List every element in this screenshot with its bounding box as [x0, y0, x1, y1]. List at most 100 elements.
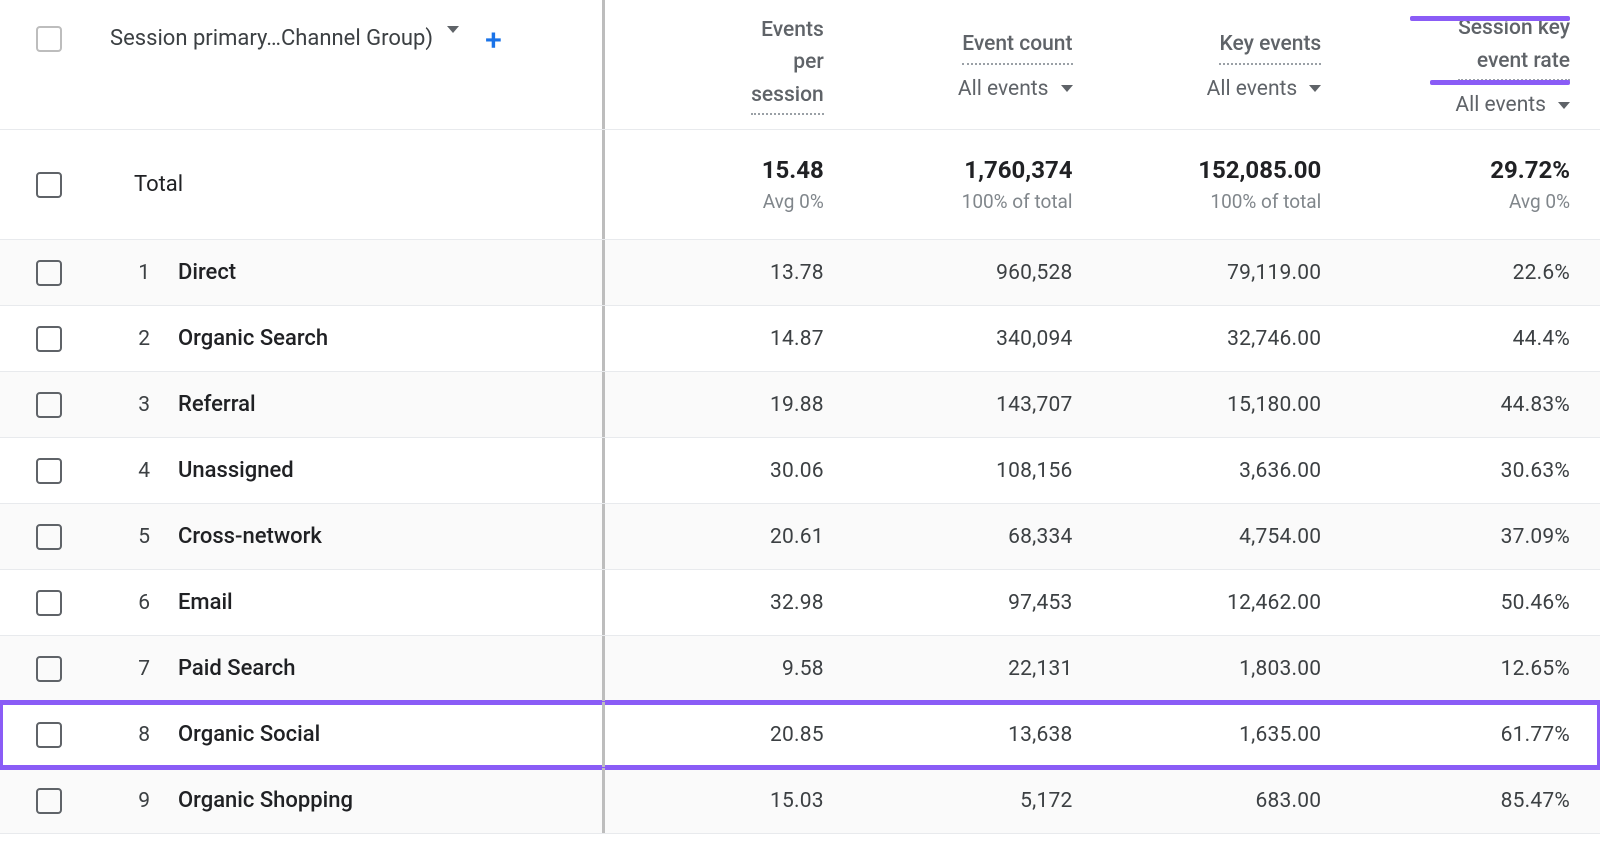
metric-cell: 13,638 — [854, 702, 1103, 767]
row-checkbox[interactable] — [36, 260, 62, 286]
table-row[interactable]: 6 Email 32.9897,45312,462.0050.46% — [0, 570, 1600, 636]
row-rank: 7 — [110, 657, 150, 681]
col-header-key-events[interactable]: Key events All events — [1103, 0, 1352, 129]
row-rank: 9 — [110, 789, 150, 813]
table-row[interactable]: 2 Organic Search 14.87340,09432,746.0044.4… — [0, 306, 1600, 372]
dimension-header-cell: Session primary…Channel Group) + — [0, 0, 605, 129]
row-channel-name[interactable]: Organic Shopping — [178, 788, 353, 813]
row-channel-name[interactable]: Direct — [178, 260, 236, 285]
table-row[interactable]: 3 Referral 19.88143,70715,180.0044.83% — [0, 372, 1600, 438]
row-checkbox[interactable] — [36, 326, 62, 352]
row-rank: 8 — [110, 723, 150, 747]
row-rank: 3 — [110, 393, 150, 417]
table-row[interactable]: 1Direct13.78960,52879,119.0022.6% — [0, 240, 1600, 306]
col-header-event-count[interactable]: Event count All events — [854, 0, 1103, 129]
total-cell: 152,085.00 100% of total — [1103, 130, 1352, 239]
table-row[interactable]: 5 Cross-network 20.6168,3344,754.0037.09% — [0, 504, 1600, 570]
metric-cell: 143,707 — [854, 372, 1103, 437]
col-header-events-per-session[interactable]: Events per session — [605, 0, 854, 129]
event-scope-selector[interactable]: All events — [1455, 93, 1570, 117]
metric-cell: 15,180.00 — [1103, 372, 1352, 437]
metric-cell: 22,131 — [854, 636, 1103, 701]
dimension-label[interactable]: Session primary…Channel Group) — [110, 26, 433, 51]
row-checkbox[interactable] — [36, 788, 62, 814]
event-scope-selector[interactable]: All events — [958, 77, 1073, 101]
row-channel-name[interactable]: Organic Social — [178, 722, 320, 747]
table-row[interactable]: 8 Organic Social 20.8513,6381,635.0061.77% — [0, 702, 1600, 768]
row-checkbox[interactable] — [36, 722, 62, 748]
metric-cell: 13.78 — [605, 240, 854, 305]
row-rank: 4 — [110, 459, 150, 483]
row-checkbox[interactable] — [36, 458, 62, 484]
col-title-line: Event count — [962, 28, 1072, 65]
metric-cell: 32.98 — [605, 570, 854, 635]
metric-cell: 37.09% — [1351, 504, 1600, 569]
col-title-line: event rate — [1477, 49, 1570, 73]
chevron-down-icon[interactable] — [447, 26, 459, 33]
metric-cell: 12.65% — [1351, 636, 1600, 701]
select-total-checkbox[interactable] — [36, 172, 62, 198]
col-title-line: Key events — [1219, 28, 1321, 65]
metric-cell: 44.83% — [1351, 372, 1600, 437]
metric-cell: 97,453 — [854, 570, 1103, 635]
metric-cell: 20.61 — [605, 504, 854, 569]
metric-cell: 108,156 — [854, 438, 1103, 503]
row-checkbox[interactable] — [36, 524, 62, 550]
total-cell: 1,760,374 100% of total — [854, 130, 1103, 239]
metric-cell: 14.87 — [605, 306, 854, 371]
metric-cell: 68,334 — [854, 504, 1103, 569]
metric-cell: 32,746.00 — [1103, 306, 1352, 371]
metric-cell: 20.85 — [605, 702, 854, 767]
chevron-down-icon — [1309, 85, 1321, 92]
table-row[interactable]: 9Organic Shopping15.035,172683.0085.47% — [0, 768, 1600, 834]
metric-cell: 9.58 — [605, 636, 854, 701]
metric-cell: 61.77% — [1351, 702, 1600, 767]
metric-cell: 12,462.00 — [1103, 570, 1352, 635]
metric-cell: 1,635.00 — [1103, 702, 1352, 767]
event-scope-selector[interactable]: All events — [1207, 77, 1322, 101]
metric-cell: 340,094 — [854, 306, 1103, 371]
metric-cell: 30.06 — [605, 438, 854, 503]
chevron-down-icon — [1061, 85, 1073, 92]
row-checkbox[interactable] — [36, 392, 62, 418]
row-channel-name[interactable]: Email — [178, 590, 233, 615]
col-title-line: session — [751, 83, 824, 107]
totals-label: Total — [134, 172, 183, 197]
add-dimension-button[interactable]: + — [485, 26, 502, 56]
metric-cell: 683.00 — [1103, 768, 1352, 833]
row-checkbox[interactable] — [36, 590, 62, 616]
metric-cell: 44.4% — [1351, 306, 1600, 371]
row-channel-name[interactable]: Referral — [178, 392, 256, 417]
table-row[interactable]: 4 Unassigned 30.06108,1563,636.0030.63% — [0, 438, 1600, 504]
metric-cell: 30.63% — [1351, 438, 1600, 503]
metric-cell: 3,636.00 — [1103, 438, 1352, 503]
metric-cell: 5,172 — [854, 768, 1103, 833]
total-cell: 29.72% Avg 0% — [1351, 130, 1600, 239]
row-channel-name[interactable]: Unassigned — [178, 458, 294, 483]
table-row[interactable]: 7 Paid Search 9.5822,1311,803.0012.65% — [0, 636, 1600, 702]
col-header-session-key-event-rate[interactable]: Session key event rate All events — [1351, 0, 1600, 129]
col-title-line: Session key — [1458, 16, 1570, 40]
col-title-line: Events — [761, 18, 824, 42]
metric-cell: 50.46% — [1351, 570, 1600, 635]
row-rank: 2 — [110, 327, 150, 351]
row-checkbox[interactable] — [36, 656, 62, 682]
metric-headers: Events per session Event count All event… — [605, 0, 1600, 129]
metric-cell: 4,754.00 — [1103, 504, 1352, 569]
metric-cell: 15.03 — [605, 768, 854, 833]
chevron-down-icon — [1558, 102, 1570, 109]
row-rank: 6 — [110, 591, 150, 615]
totals-row: Total 15.48 Avg 0% 1,760,374 100% of tot… — [0, 130, 1600, 240]
table-header-row: Session primary…Channel Group) + Events … — [0, 0, 1600, 130]
row-channel-name[interactable]: Paid Search — [178, 656, 296, 681]
total-cell: 15.48 Avg 0% — [605, 130, 854, 239]
metric-cell: 19.88 — [605, 372, 854, 437]
row-channel-name[interactable]: Organic Search — [178, 326, 328, 351]
metric-cell: 960,528 — [854, 240, 1103, 305]
row-channel-name[interactable]: Cross-network — [178, 524, 322, 549]
row-rank: 5 — [110, 525, 150, 549]
metric-cell: 1,803.00 — [1103, 636, 1352, 701]
select-all-checkbox[interactable] — [36, 26, 62, 52]
channel-report-table: Session primary…Channel Group) + Events … — [0, 0, 1600, 834]
metric-cell: 79,119.00 — [1103, 240, 1352, 305]
